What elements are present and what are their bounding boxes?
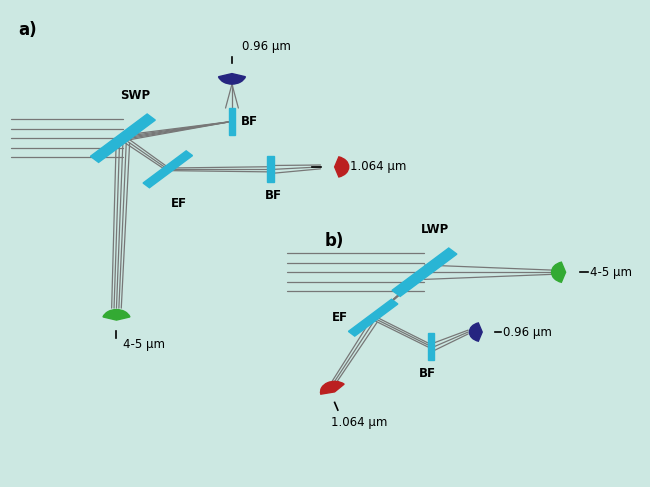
Wedge shape [218, 74, 246, 84]
Text: 1.064 μm: 1.064 μm [332, 416, 388, 429]
Wedge shape [335, 157, 349, 177]
Text: 4-5 μm: 4-5 μm [123, 338, 165, 351]
Text: EF: EF [332, 311, 347, 324]
Text: 4-5 μm: 4-5 μm [590, 266, 632, 279]
Text: SWP: SWP [120, 89, 150, 102]
Text: BF: BF [419, 367, 436, 379]
Bar [392, 248, 457, 297]
Wedge shape [551, 262, 566, 282]
Wedge shape [320, 381, 344, 394]
Wedge shape [103, 310, 130, 320]
Bar [428, 333, 434, 359]
Text: 0.96 μm: 0.96 μm [242, 40, 291, 54]
Bar [229, 108, 235, 134]
Text: 1.064 μm: 1.064 μm [350, 160, 406, 173]
Bar [267, 156, 274, 183]
Text: b): b) [325, 231, 344, 249]
Bar [90, 114, 155, 162]
Text: BF: BF [265, 189, 282, 203]
Text: a): a) [18, 21, 37, 39]
Text: LWP: LWP [421, 224, 450, 236]
Bar [143, 151, 192, 188]
Text: 0.96 μm: 0.96 μm [502, 325, 552, 338]
Text: EF: EF [171, 197, 187, 210]
Text: BF: BF [241, 115, 258, 128]
Bar [348, 299, 398, 336]
Wedge shape [469, 323, 482, 341]
